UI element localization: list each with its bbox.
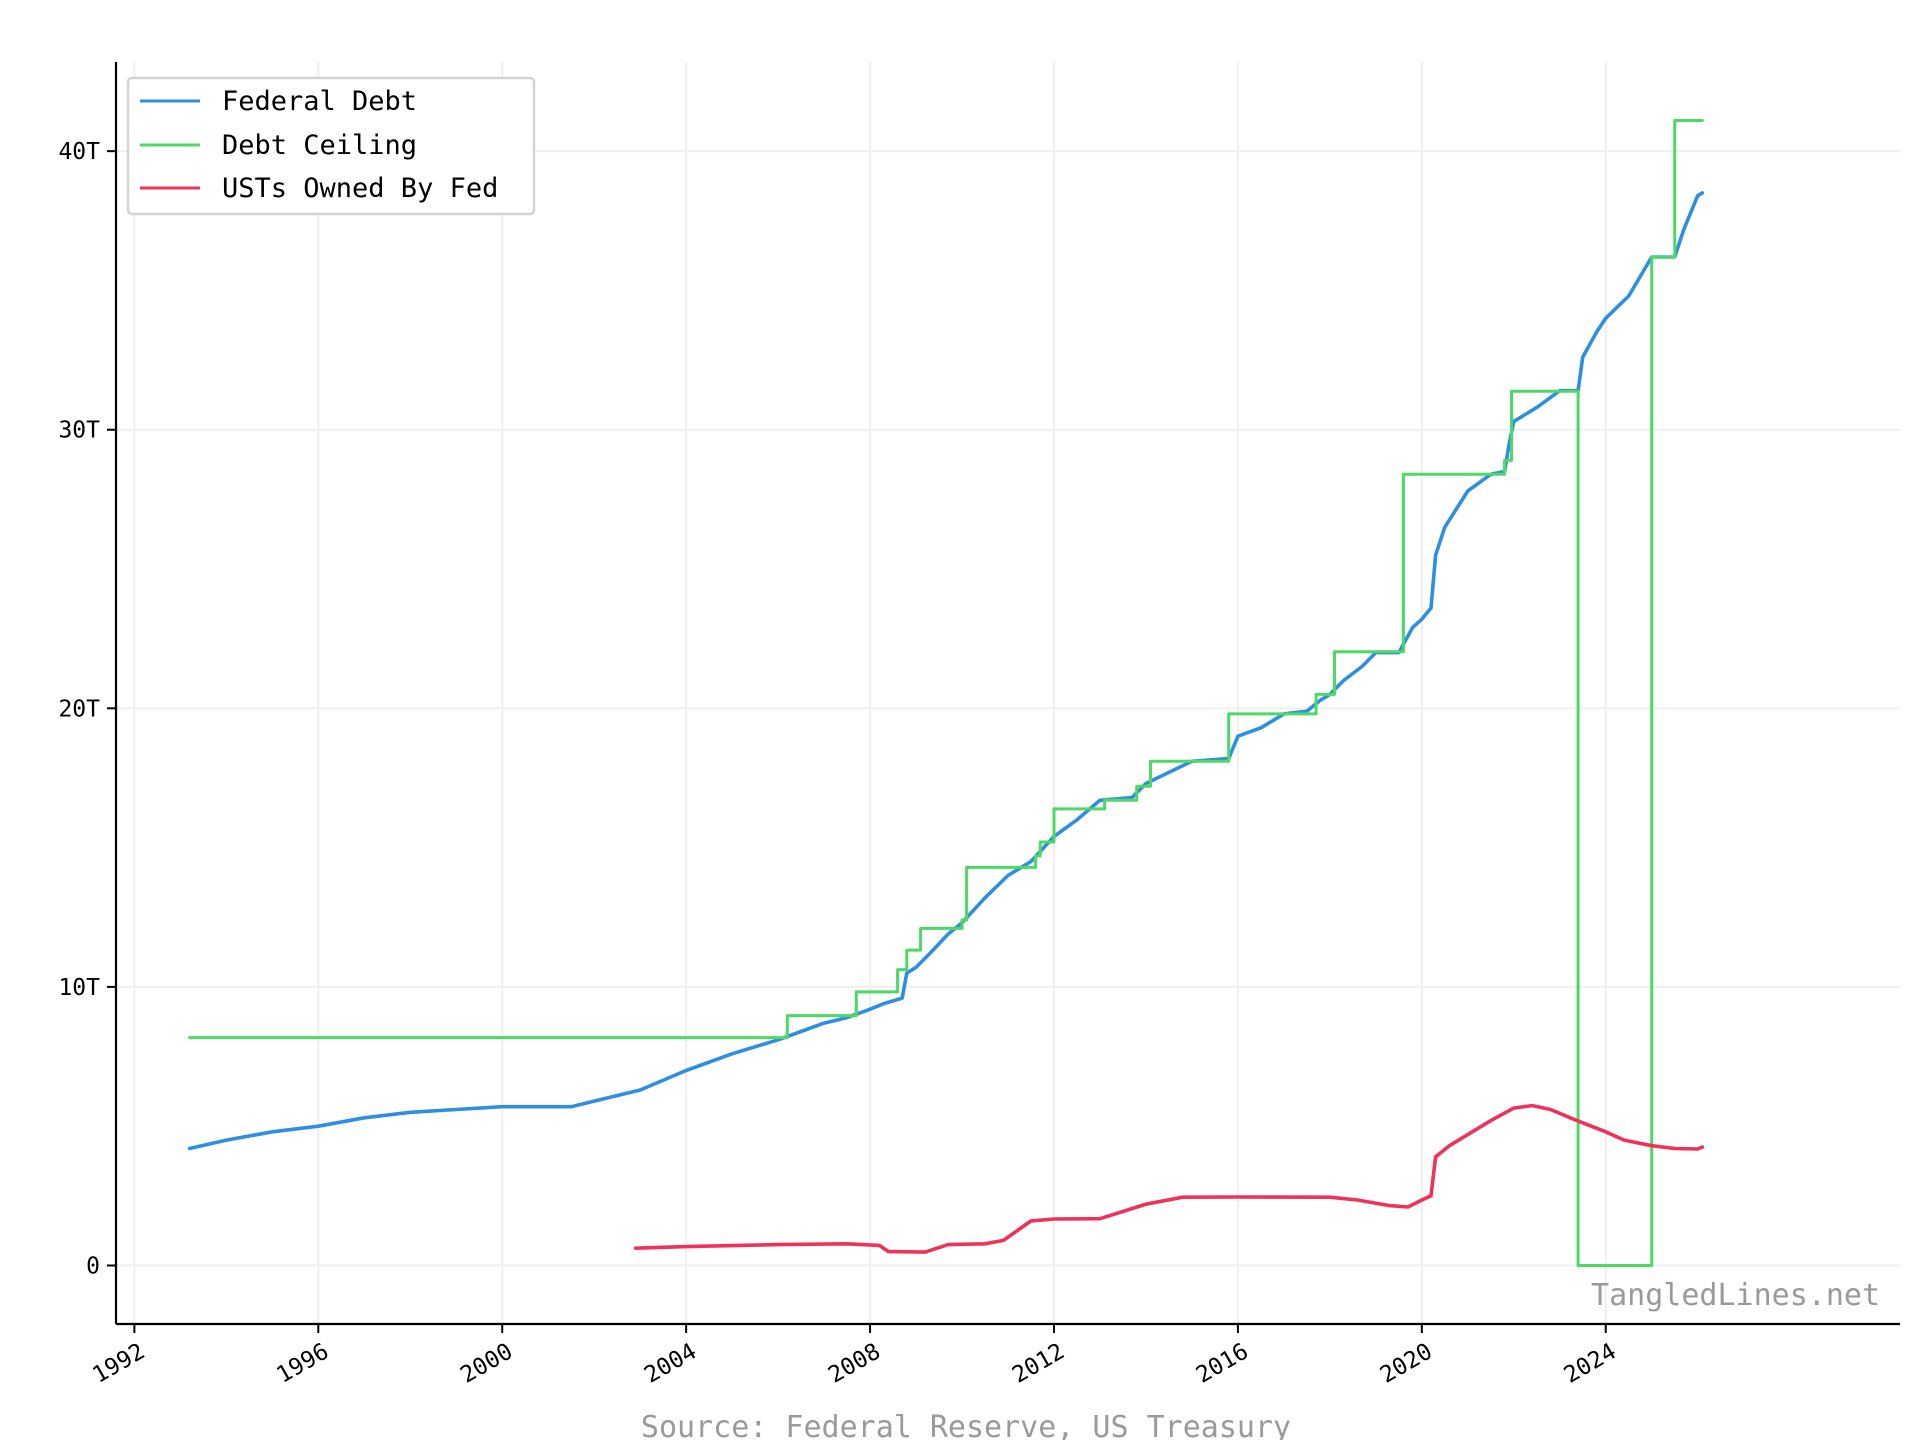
x-tick-label: 2016	[1192, 1339, 1253, 1389]
series-line-usts-owned-by-fed	[633, 1103, 1705, 1254]
x-tick-label: 2000	[456, 1339, 517, 1389]
y-tick-label: 10T	[58, 975, 100, 1001]
source-note: Source: Federal Reserve, US Treasury	[641, 1410, 1291, 1440]
x-tick-label: 2024	[1560, 1339, 1621, 1389]
x-tick-label: 2004	[640, 1339, 701, 1389]
legend-box	[126, 76, 536, 216]
y-tick-label: 40T	[58, 139, 100, 165]
series-line-debt-ceiling	[188, 119, 1704, 1267]
legend-label-usts-owned-by-fed: USTs Owned By Fed	[222, 173, 498, 204]
legend-label-debt-ceiling: Debt Ceiling	[222, 130, 417, 161]
legend-label-federal-debt: Federal Debt	[222, 86, 417, 117]
x-tick-label: 2008	[824, 1339, 885, 1389]
y-tick-label: 20T	[58, 696, 100, 722]
legend: Federal Debt Debt Ceiling USTs Owned By …	[126, 76, 536, 216]
x-ticks: 1992 1996 2000 2004 2008 2012 2016 2020 2024	[88, 1324, 1621, 1389]
y-ticks: 0 10T 20T 30T 40T	[58, 139, 116, 1279]
grid	[116, 62, 1900, 1324]
watermark: TangledLines.net	[1591, 1278, 1880, 1313]
y-tick-label: 30T	[58, 418, 100, 444]
plot-area	[187, 119, 1705, 1267]
y-tick-label: 0	[86, 1253, 100, 1279]
x-tick-label: 1992	[88, 1339, 149, 1389]
x-tick-label: 1996	[272, 1339, 333, 1389]
x-tick-label: 2020	[1376, 1339, 1437, 1389]
axes	[114, 62, 1900, 1326]
x-tick-label: 2012	[1008, 1339, 1069, 1389]
series-line-federal-debt	[187, 191, 1705, 1151]
